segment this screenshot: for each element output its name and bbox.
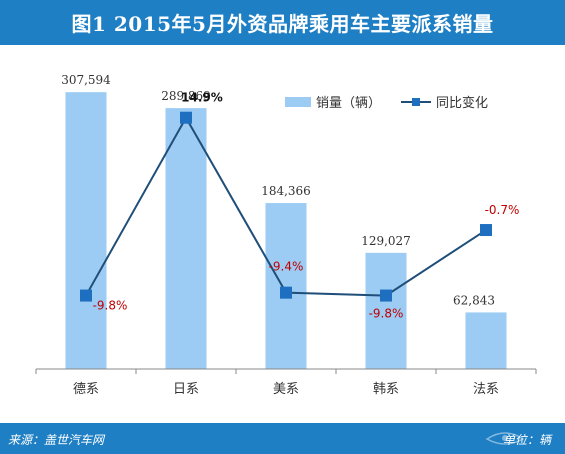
x-tick-label: 美系 [273, 382, 299, 397]
change-value-label: 14.9% [181, 91, 223, 105]
change-value-label: -9.8% [369, 307, 404, 321]
bar-value-label: 62,843 [453, 293, 495, 307]
chart-svg: 德系 日系 美系 韩系 法系 307,594 289,869 184,366 129,027 62… [35, 73, 537, 397]
bar-3 [365, 252, 407, 369]
bar-2 [265, 203, 307, 369]
chart-area: 德系 日系 美系 韩系 法系 307,594 289,869 184,366 129,027 62… [0, 45, 565, 423]
change-marker-1 [180, 111, 192, 124]
legend-bar-swatch [285, 97, 311, 107]
x-tick-label: 韩系 [373, 382, 399, 397]
x-tick-label: 德系 [73, 382, 99, 397]
change-marker-0 [80, 289, 92, 302]
bar-value-label: 129,027 [361, 234, 411, 248]
change-marker-3 [380, 289, 392, 302]
bar-0 [65, 92, 107, 369]
change-value-label: -9.8% [93, 299, 128, 313]
source-note: 来源：盖世汽车网 [8, 433, 105, 447]
legend-bar-label: 销量（辆） [316, 96, 381, 111]
footer-bar: 来源：盖世汽车网 单位：辆 [0, 423, 565, 454]
legend-line-label: 同比变化 [436, 95, 488, 111]
site-watermark-logo [485, 432, 525, 445]
unit-note: 单位：辆 [502, 433, 551, 447]
bar-value-label: 184,366 [261, 184, 311, 198]
bar-1 [165, 108, 207, 369]
change-value-label: -9.4% [269, 260, 304, 274]
change-value-label: -0.7% [485, 203, 520, 217]
legend-line-marker [412, 98, 420, 106]
change-marker-4 [480, 224, 492, 237]
bar-4 [465, 312, 507, 369]
x-tick-label: 日系 [173, 382, 199, 397]
x-tick-label: 法系 [473, 382, 499, 397]
chart-title: 图1 2015年5月外资品牌乘用车主要派系销量 [0, 0, 565, 45]
change-marker-2 [280, 286, 292, 299]
bar-value-label: 289,869 [161, 89, 211, 103]
bar-value-label: 307,594 [61, 73, 111, 87]
